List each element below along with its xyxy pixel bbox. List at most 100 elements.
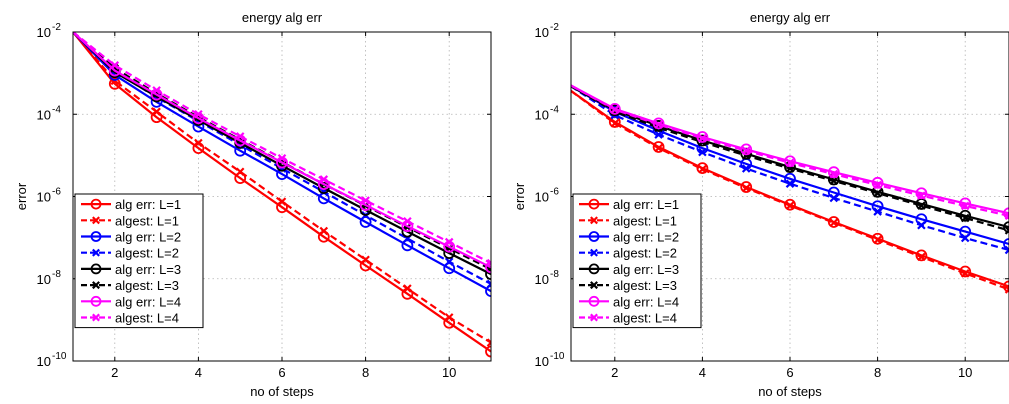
data-point-marker bbox=[444, 257, 454, 266]
x-axis-label: no of steps bbox=[250, 384, 314, 399]
series-2 bbox=[571, 90, 1009, 294]
y-tick-exponent: -6 bbox=[52, 187, 61, 198]
data-point-marker bbox=[915, 187, 928, 200]
y-tick-label: 10 bbox=[37, 272, 51, 287]
series-1 bbox=[73, 32, 491, 358]
legend-item: algest: L=2 bbox=[579, 246, 677, 261]
data-point-marker bbox=[443, 262, 456, 275]
data-point-marker bbox=[829, 218, 839, 228]
y-tick-exponent: -4 bbox=[52, 104, 61, 115]
data-point-marker bbox=[486, 279, 491, 289]
y-tick-label: 10 bbox=[37, 354, 51, 369]
legend-marker bbox=[90, 295, 102, 307]
y-tick-exponent: -10 bbox=[52, 351, 67, 362]
data-point-marker bbox=[361, 255, 370, 265]
legend-label: algest: L=1 bbox=[115, 213, 179, 228]
data-point-marker bbox=[1003, 238, 1009, 250]
data-point-marker bbox=[873, 235, 882, 245]
data-point-marker bbox=[485, 268, 491, 280]
data-point-marker bbox=[319, 175, 329, 184]
data-point-marker bbox=[829, 169, 839, 179]
data-point-marker bbox=[485, 285, 491, 298]
data-point-marker bbox=[871, 232, 884, 245]
data-point-marker bbox=[960, 269, 970, 278]
data-point-marker bbox=[194, 138, 203, 148]
data-point-marker bbox=[1003, 207, 1009, 220]
data-point-marker bbox=[1004, 285, 1009, 294]
legend-item: algest: L=4 bbox=[579, 311, 677, 326]
y-tick-label: 10 bbox=[535, 190, 549, 205]
y-tick-label: 10 bbox=[535, 354, 549, 369]
legend-marker bbox=[590, 216, 598, 225]
legend-label: alg err: L=1 bbox=[115, 197, 181, 212]
y-axis-label: error bbox=[512, 182, 527, 210]
legend-marker bbox=[588, 198, 600, 210]
data-point-marker bbox=[917, 191, 926, 200]
data-point-marker bbox=[277, 197, 287, 206]
data-point-marker bbox=[1004, 245, 1009, 255]
legend-label: algest: L=2 bbox=[613, 246, 677, 261]
chart-title: energy alg err bbox=[242, 10, 323, 25]
legend-label: algest: L=2 bbox=[115, 246, 179, 261]
data-point-marker bbox=[403, 216, 412, 226]
series-line bbox=[571, 85, 1009, 246]
series-4 bbox=[571, 85, 1009, 255]
data-point-marker bbox=[827, 216, 840, 228]
data-point-marker bbox=[740, 181, 753, 193]
y-tick-label: 10 bbox=[37, 190, 51, 205]
data-point-marker bbox=[444, 237, 454, 247]
y-tick-exponent: -8 bbox=[52, 269, 61, 280]
x-tick-label: 4 bbox=[195, 365, 202, 380]
data-point-marker bbox=[698, 164, 707, 174]
x-tick-label: 4 bbox=[699, 365, 706, 380]
series-8 bbox=[73, 32, 491, 268]
data-point-marker bbox=[485, 261, 491, 274]
y-tick-label: 10 bbox=[37, 107, 51, 122]
data-point-marker bbox=[654, 143, 663, 153]
data-point-marker bbox=[696, 162, 709, 175]
grid bbox=[73, 31, 491, 362]
series-8 bbox=[571, 84, 1009, 221]
y-tick-label: 10 bbox=[535, 107, 549, 122]
legend-label: alg err: L=4 bbox=[115, 294, 181, 309]
data-point-marker bbox=[959, 197, 972, 210]
legend-item: alg err: L=1 bbox=[579, 197, 679, 212]
legend-label: alg err: L=3 bbox=[613, 262, 679, 277]
data-point-marker bbox=[829, 193, 839, 203]
legend-item: alg err: L=4 bbox=[81, 294, 181, 309]
legend-label: algest: L=3 bbox=[115, 278, 179, 293]
legend-marker bbox=[590, 313, 598, 322]
legend-item: alg err: L=4 bbox=[579, 294, 679, 309]
y-axis-label: error bbox=[14, 182, 29, 210]
legend-item: alg err: L=2 bbox=[579, 230, 679, 245]
legend-marker bbox=[92, 281, 100, 290]
data-point-marker bbox=[960, 213, 970, 223]
y-tick-exponent: -10 bbox=[550, 351, 565, 362]
data-point-marker bbox=[1004, 226, 1009, 235]
data-point-marker bbox=[741, 146, 751, 155]
legend-marker bbox=[92, 216, 100, 225]
x-tick-label: 2 bbox=[111, 365, 118, 380]
y-tick-exponent: -6 bbox=[550, 187, 559, 198]
legend-marker bbox=[588, 295, 600, 307]
data-point-marker bbox=[785, 201, 795, 210]
legend-marker bbox=[588, 231, 600, 242]
data-point-marker bbox=[319, 226, 329, 236]
data-point-marker bbox=[194, 109, 203, 119]
legend-marker bbox=[590, 281, 598, 290]
data-point-marker bbox=[486, 338, 491, 347]
y-tick-label: 10 bbox=[535, 272, 549, 287]
x-tick-label: 6 bbox=[278, 365, 285, 380]
data-point-marker bbox=[827, 166, 840, 179]
legend-item: algest: L=1 bbox=[81, 213, 179, 228]
legend-item: algest: L=1 bbox=[579, 213, 677, 228]
series-2 bbox=[73, 32, 491, 347]
data-point-marker bbox=[960, 233, 970, 243]
data-point-marker bbox=[829, 176, 839, 186]
data-point-marker bbox=[698, 147, 707, 157]
legend-item: algest: L=3 bbox=[579, 278, 677, 293]
